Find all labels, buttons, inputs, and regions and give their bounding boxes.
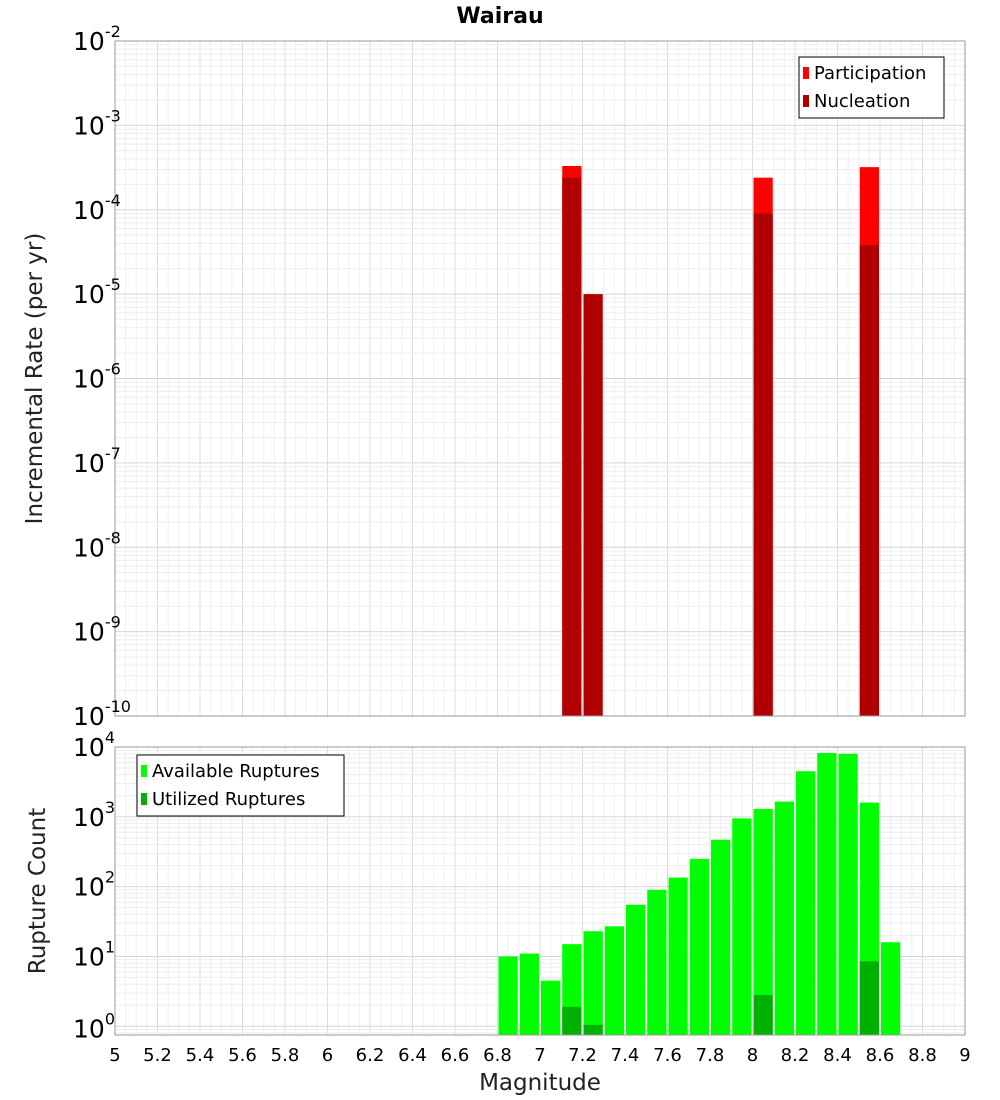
y-tick-label: 10-9 — [73, 613, 121, 647]
y-tick-label: 10-8 — [73, 528, 121, 562]
series-nucleation — [562, 177, 879, 717]
x-tick-label: 7.6 — [653, 1045, 682, 1066]
x-tick-label: 5.8 — [271, 1045, 300, 1066]
y-tick-label: 10-5 — [73, 275, 121, 309]
x-tick-label: 8 — [747, 1045, 758, 1066]
x-tick-label: 8.8 — [908, 1045, 937, 1066]
y-axis-label: Rupture Count — [25, 808, 51, 974]
bar — [859, 245, 879, 717]
x-tick-label: 5 — [109, 1045, 120, 1066]
x-tick-label: 5.2 — [143, 1045, 172, 1066]
bar — [626, 904, 646, 1035]
bar — [583, 931, 603, 1035]
x-tick-label: 7.4 — [611, 1045, 640, 1066]
bar — [498, 956, 518, 1035]
x-tick-label: 7.8 — [696, 1045, 725, 1066]
y-tick-label: 100 — [73, 1009, 115, 1043]
legend-label: Participation — [814, 63, 926, 84]
legend: Available Ruptures Utilized Ruptures — [136, 754, 345, 817]
plot-border — [114, 746, 966, 1036]
y-tick-label: 101 — [73, 937, 115, 971]
y-tick-label: 10-2 — [73, 22, 121, 56]
plot-border — [114, 40, 966, 717]
rupture-count-panel: 100 101 102 103 104 Rupture Count 5 5.2 5.4 5.6 5.… — [25, 728, 971, 1096]
bar — [562, 177, 582, 716]
y-tick-label: 103 — [73, 798, 115, 832]
legend-swatch — [803, 67, 809, 79]
legend-swatch — [141, 793, 147, 805]
x-tick-label: 8.6 — [866, 1045, 895, 1066]
chart-title: Wairau — [456, 4, 543, 29]
y-tick-label: 10-6 — [73, 360, 121, 394]
x-tick-label: 5.4 — [186, 1045, 215, 1066]
bar — [753, 808, 773, 1035]
bar — [711, 839, 731, 1035]
x-tick-label: 8.4 — [823, 1045, 852, 1066]
y-axis-label: Incremental Rate (per yr) — [22, 233, 48, 525]
y-tick-label: 10-10 — [73, 697, 131, 731]
y-tick-label: 10-4 — [73, 191, 121, 225]
legend: Participation Nucleation — [798, 56, 945, 119]
series-utilized-ruptures — [562, 961, 879, 1035]
bar — [519, 953, 539, 1035]
bar — [774, 801, 794, 1035]
x-tick-label: 8.2 — [781, 1045, 810, 1066]
x-tick-label: 6.2 — [356, 1045, 385, 1066]
y-tick-label: 10-7 — [73, 444, 121, 478]
y-tick-label: 10-3 — [73, 106, 121, 140]
x-tick-label: 6.4 — [398, 1045, 427, 1066]
x-tick-label: 6.6 — [441, 1045, 470, 1066]
series-available-ruptures — [498, 753, 901, 1035]
bar — [668, 877, 688, 1035]
bar — [647, 889, 667, 1035]
bar — [562, 1006, 582, 1035]
y-tick-label: 102 — [73, 868, 115, 902]
bar — [753, 995, 773, 1035]
x-tick-label: 6 — [322, 1045, 333, 1066]
x-tick-label: 6.8 — [483, 1045, 512, 1066]
bar — [541, 980, 561, 1035]
bar — [583, 294, 603, 716]
legend-box — [798, 56, 945, 119]
legend-label: Nucleation — [814, 91, 910, 112]
grid-lines — [114, 41, 966, 717]
x-axis-label: Magnitude — [479, 1070, 601, 1096]
bar — [604, 926, 624, 1035]
legend-label: Available Ruptures — [152, 761, 320, 782]
participation-nucleation-panel: 10-10 10-9 10-8 10-7 10-6 10-5 10-4 10-3 10-2 Inc… — [22, 22, 966, 731]
legend-swatch — [803, 95, 809, 107]
bar — [583, 1024, 603, 1035]
bar — [753, 213, 773, 717]
x-tick-label: 7 — [534, 1045, 545, 1066]
bar — [838, 753, 858, 1035]
bar — [817, 753, 837, 1035]
legend-swatch — [141, 765, 147, 777]
bar — [859, 961, 879, 1035]
bar — [796, 771, 816, 1035]
bar — [732, 818, 752, 1035]
legend-label: Utilized Ruptures — [152, 789, 305, 810]
y-tick-label: 104 — [73, 728, 115, 762]
bar — [689, 858, 709, 1035]
x-tick-label: 7.2 — [568, 1045, 597, 1066]
x-tick-label: 5.6 — [228, 1045, 257, 1066]
legend-box — [136, 754, 345, 817]
x-tick-label: 9 — [959, 1045, 970, 1066]
bar — [881, 942, 901, 1035]
